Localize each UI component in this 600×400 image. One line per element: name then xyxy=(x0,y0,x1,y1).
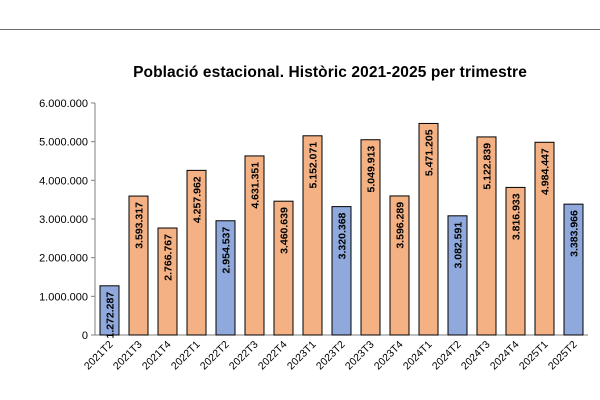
bar-2025T1 xyxy=(534,141,555,336)
category-label-2024T3: 2024T3 xyxy=(459,339,493,373)
category-label-2021T3: 2021T3 xyxy=(111,339,145,373)
data-label-2024T2: 3.082.591 xyxy=(453,222,465,269)
category-label-2025T1: 2025T1 xyxy=(517,339,551,373)
category-label-2024T4: 2024T4 xyxy=(488,339,522,373)
category-label-2023T4: 2023T4 xyxy=(372,339,406,373)
bar-2024T2 xyxy=(447,215,468,336)
category-label-2024T2: 2024T2 xyxy=(430,339,464,373)
data-label-2025T1: 4.984.447 xyxy=(540,148,552,195)
data-label-2023T4: 3.596.289 xyxy=(395,202,407,249)
bar-2023T2 xyxy=(331,206,352,336)
bar-2024T3 xyxy=(476,136,497,336)
y-tick-label: 4.000.000 xyxy=(39,175,88,187)
data-label-2024T1: 5.471.205 xyxy=(424,129,436,176)
data-labels: 1.272.287 3.593.317 2.766.767 4.257.962 2.95… xyxy=(105,129,581,338)
category-label-2025T2: 2025T2 xyxy=(546,339,580,373)
bar-2022T4 xyxy=(273,200,294,336)
bar-2021T3 xyxy=(128,195,149,336)
data-label-2021T3: 3.593.317 xyxy=(134,202,146,249)
bar-2023T1 xyxy=(302,135,323,336)
bar-2022T3 xyxy=(244,155,265,336)
data-label-2022T1: 4.257.962 xyxy=(192,176,204,223)
data-label-2025T2: 3.383.966 xyxy=(569,210,581,257)
y-tick-label: 3.000.000 xyxy=(39,214,88,226)
y-tick-label: 2.000.000 xyxy=(39,253,88,265)
category-label-2021T2: 2021T2 xyxy=(82,339,116,373)
bar-2025T2 xyxy=(563,203,584,336)
bar-2024T4 xyxy=(505,186,526,336)
data-label-2022T2: 2.954.537 xyxy=(221,227,233,274)
category-label-2023T3: 2023T3 xyxy=(343,339,377,373)
category-label-2022T2: 2022T2 xyxy=(198,339,232,373)
category-label-2023T2: 2023T2 xyxy=(314,339,348,373)
data-label-2023T3: 5.049.913 xyxy=(366,146,378,193)
bar-2023T3 xyxy=(360,139,381,336)
y-tick-label: 1.000.000 xyxy=(39,291,88,303)
data-label-2024T4: 3.816.933 xyxy=(511,193,523,240)
top-rule xyxy=(0,29,600,30)
data-label-2022T4: 3.460.639 xyxy=(279,207,291,254)
bars xyxy=(99,122,584,336)
bar-2022T1 xyxy=(186,169,207,336)
data-label-2023T2: 3.320.368 xyxy=(337,212,349,259)
chart-title: Població estacional. Històric 2021-2025 … xyxy=(133,64,527,81)
category-labels: 2021T22021T32021T42022T12022T22022T32022… xyxy=(82,339,580,373)
data-label-2022T3: 4.631.351 xyxy=(250,162,262,209)
bar-2024T1 xyxy=(418,122,439,336)
data-label-2021T4: 2.766.767 xyxy=(163,234,175,281)
category-label-2022T3: 2022T3 xyxy=(227,339,261,373)
y-tick-label: 6.000.000 xyxy=(39,98,88,110)
bar-2021T4 xyxy=(157,227,178,336)
category-label-2022T4: 2022T4 xyxy=(256,339,290,373)
bar-2023T4 xyxy=(389,195,410,336)
category-label-2024T1: 2024T1 xyxy=(401,339,435,373)
category-label-2022T1: 2022T1 xyxy=(169,339,203,373)
category-label-2023T1: 2023T1 xyxy=(285,339,319,373)
data-label-2023T1: 5.152.071 xyxy=(308,142,320,189)
category-label-2021T4: 2021T4 xyxy=(140,339,174,373)
y-tick-label: 0 xyxy=(82,330,88,342)
data-label-2024T3: 5.122.839 xyxy=(482,143,494,190)
bar-2021T2 xyxy=(99,285,120,336)
data-label-2021T2: 1.272.287 xyxy=(105,292,117,339)
bar-2022T2 xyxy=(215,220,236,336)
y-tick-label: 5.000.000 xyxy=(39,137,88,149)
